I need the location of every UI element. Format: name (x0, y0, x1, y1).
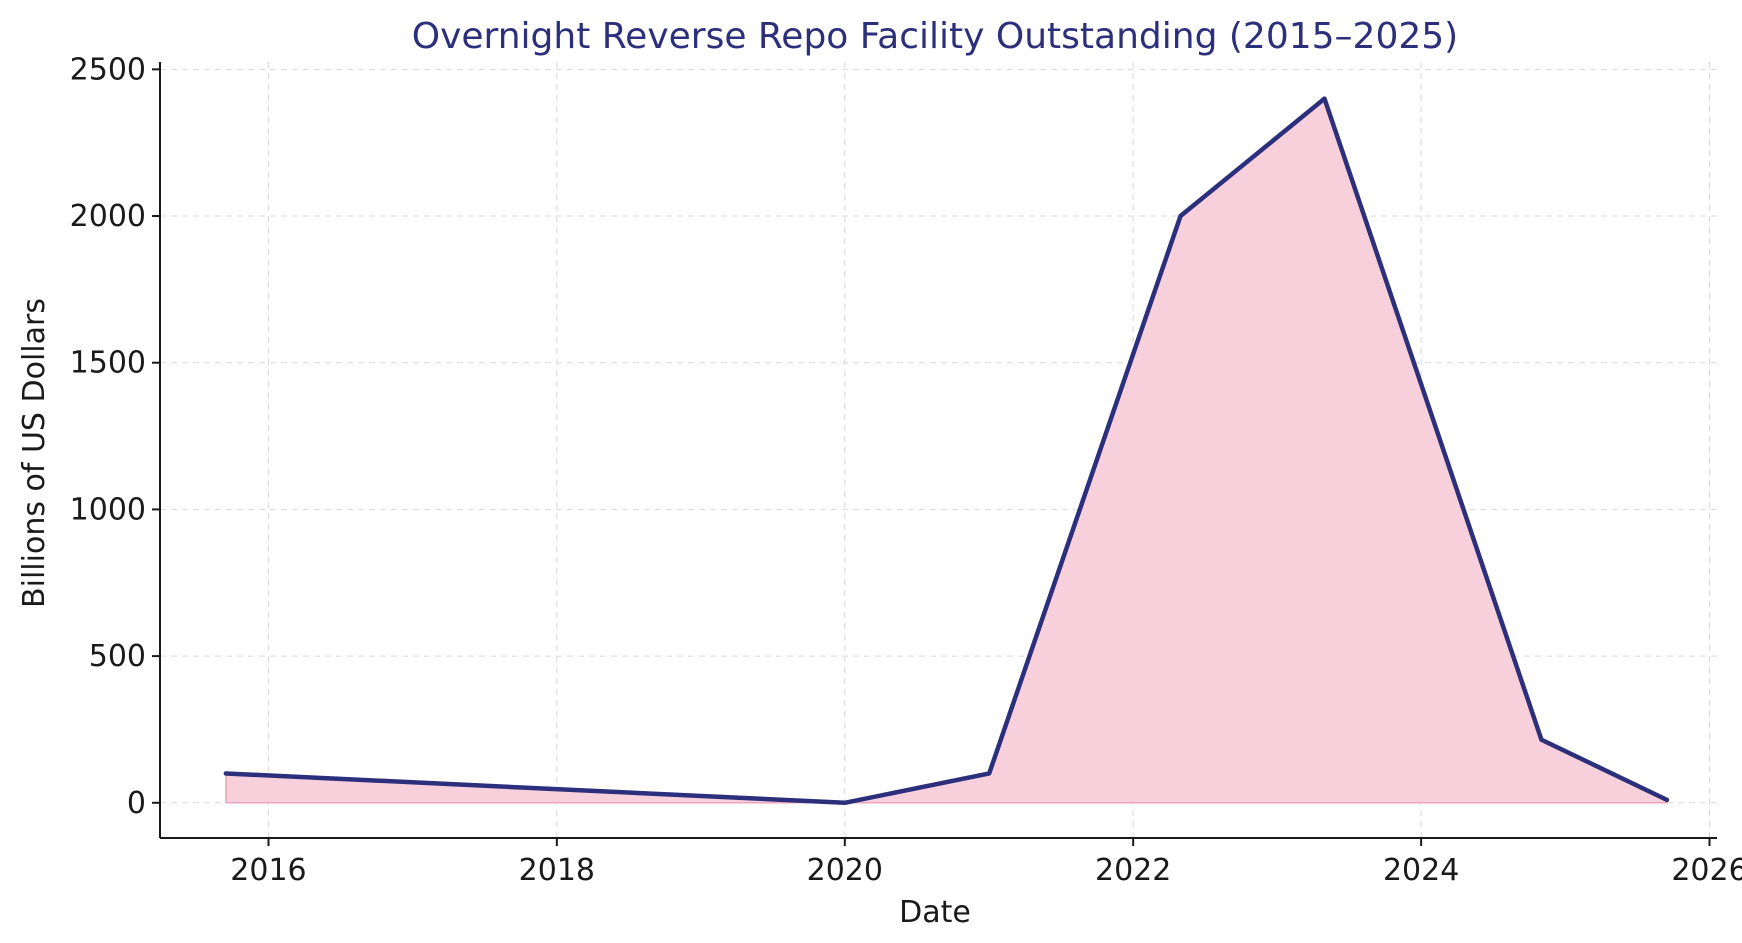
y-tick-label: 0 (127, 786, 146, 821)
series-line (223, 96, 1670, 806)
plot-area (223, 96, 1670, 806)
x-tick-label: 2018 (519, 853, 595, 888)
y-tick-label: 500 (89, 639, 146, 674)
y-axis-label: Billions of US Dollars (17, 298, 52, 608)
x-tick-labels: 2016 2018 2020 2022 2024 2026 (230, 853, 1742, 888)
series-area (225, 97, 1668, 804)
x-tick-label: 2026 (1671, 853, 1742, 888)
axes (152, 62, 1717, 846)
y-tick-label: 2500 (70, 52, 146, 87)
y-tick-label: 2000 (70, 199, 146, 234)
x-tick-label: 2016 (230, 853, 306, 888)
x-axis-label: Date (899, 895, 971, 930)
x-tick-label: 2024 (1383, 853, 1459, 888)
x-tick-label: 2020 (807, 853, 883, 888)
x-tick-label: 2022 (1095, 853, 1171, 888)
chart-title: Overnight Reverse Repo Facility Outstand… (412, 16, 1458, 57)
y-tick-labels: 0 500 1000 1500 2000 2500 (70, 52, 146, 820)
y-tick-label: 1500 (70, 346, 146, 381)
y-tick-label: 1000 (70, 492, 146, 527)
